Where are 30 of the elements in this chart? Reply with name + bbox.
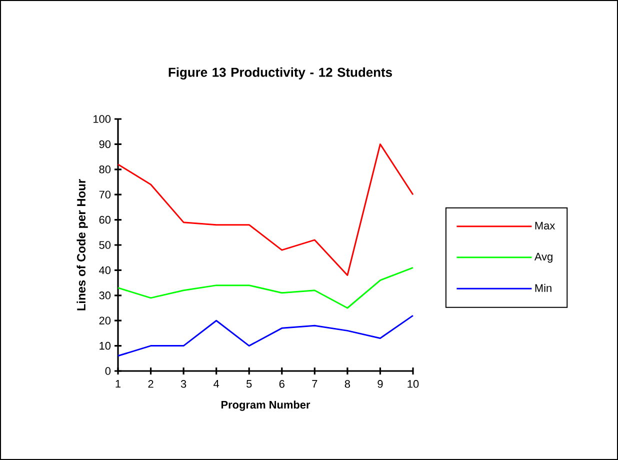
x-tick-label: 9 [378, 380, 383, 388]
x-tick-label: 3 [180, 380, 186, 388]
x-tick-label: 1 [116, 380, 121, 388]
y-tick-label: 80 [99, 166, 111, 174]
x-tick-label: 2 [148, 380, 154, 388]
y-tick-label: 0 [105, 367, 111, 375]
y-tick-label: 40 [99, 266, 111, 274]
text: Max [535, 222, 556, 230]
line-series [117, 266, 414, 309]
x-tick-label: 7 [312, 380, 318, 388]
y-tick-label: 30 [99, 292, 111, 300]
x-tick-label: 5 [246, 380, 252, 388]
text: Min [535, 284, 552, 292]
y-tick-label: 70 [99, 190, 111, 198]
chart-title: Figure 13 Productivity - 12 Students [168, 67, 392, 80]
text: Avg [534, 252, 552, 263]
line-series [117, 314, 414, 357]
y-tick-label: 100 [94, 115, 111, 123]
x-tick-label: 4 [214, 380, 220, 388]
y-axis-title: Lines of Code per Hour [76, 179, 88, 310]
x-axis-title: Program Number [221, 400, 310, 411]
x-tick-label: 10 [408, 380, 419, 388]
line-series [117, 143, 414, 276]
x-tick-label: 6 [279, 380, 284, 388]
y-tick-label: 20 [99, 316, 111, 324]
y-tick-label: 90 [99, 140, 111, 148]
x-tick-label: 8 [344, 380, 350, 388]
y-tick-label: 10 [100, 342, 111, 350]
y-tick-label: 60 [99, 216, 111, 224]
y-tick-label: 50 [99, 241, 111, 249]
